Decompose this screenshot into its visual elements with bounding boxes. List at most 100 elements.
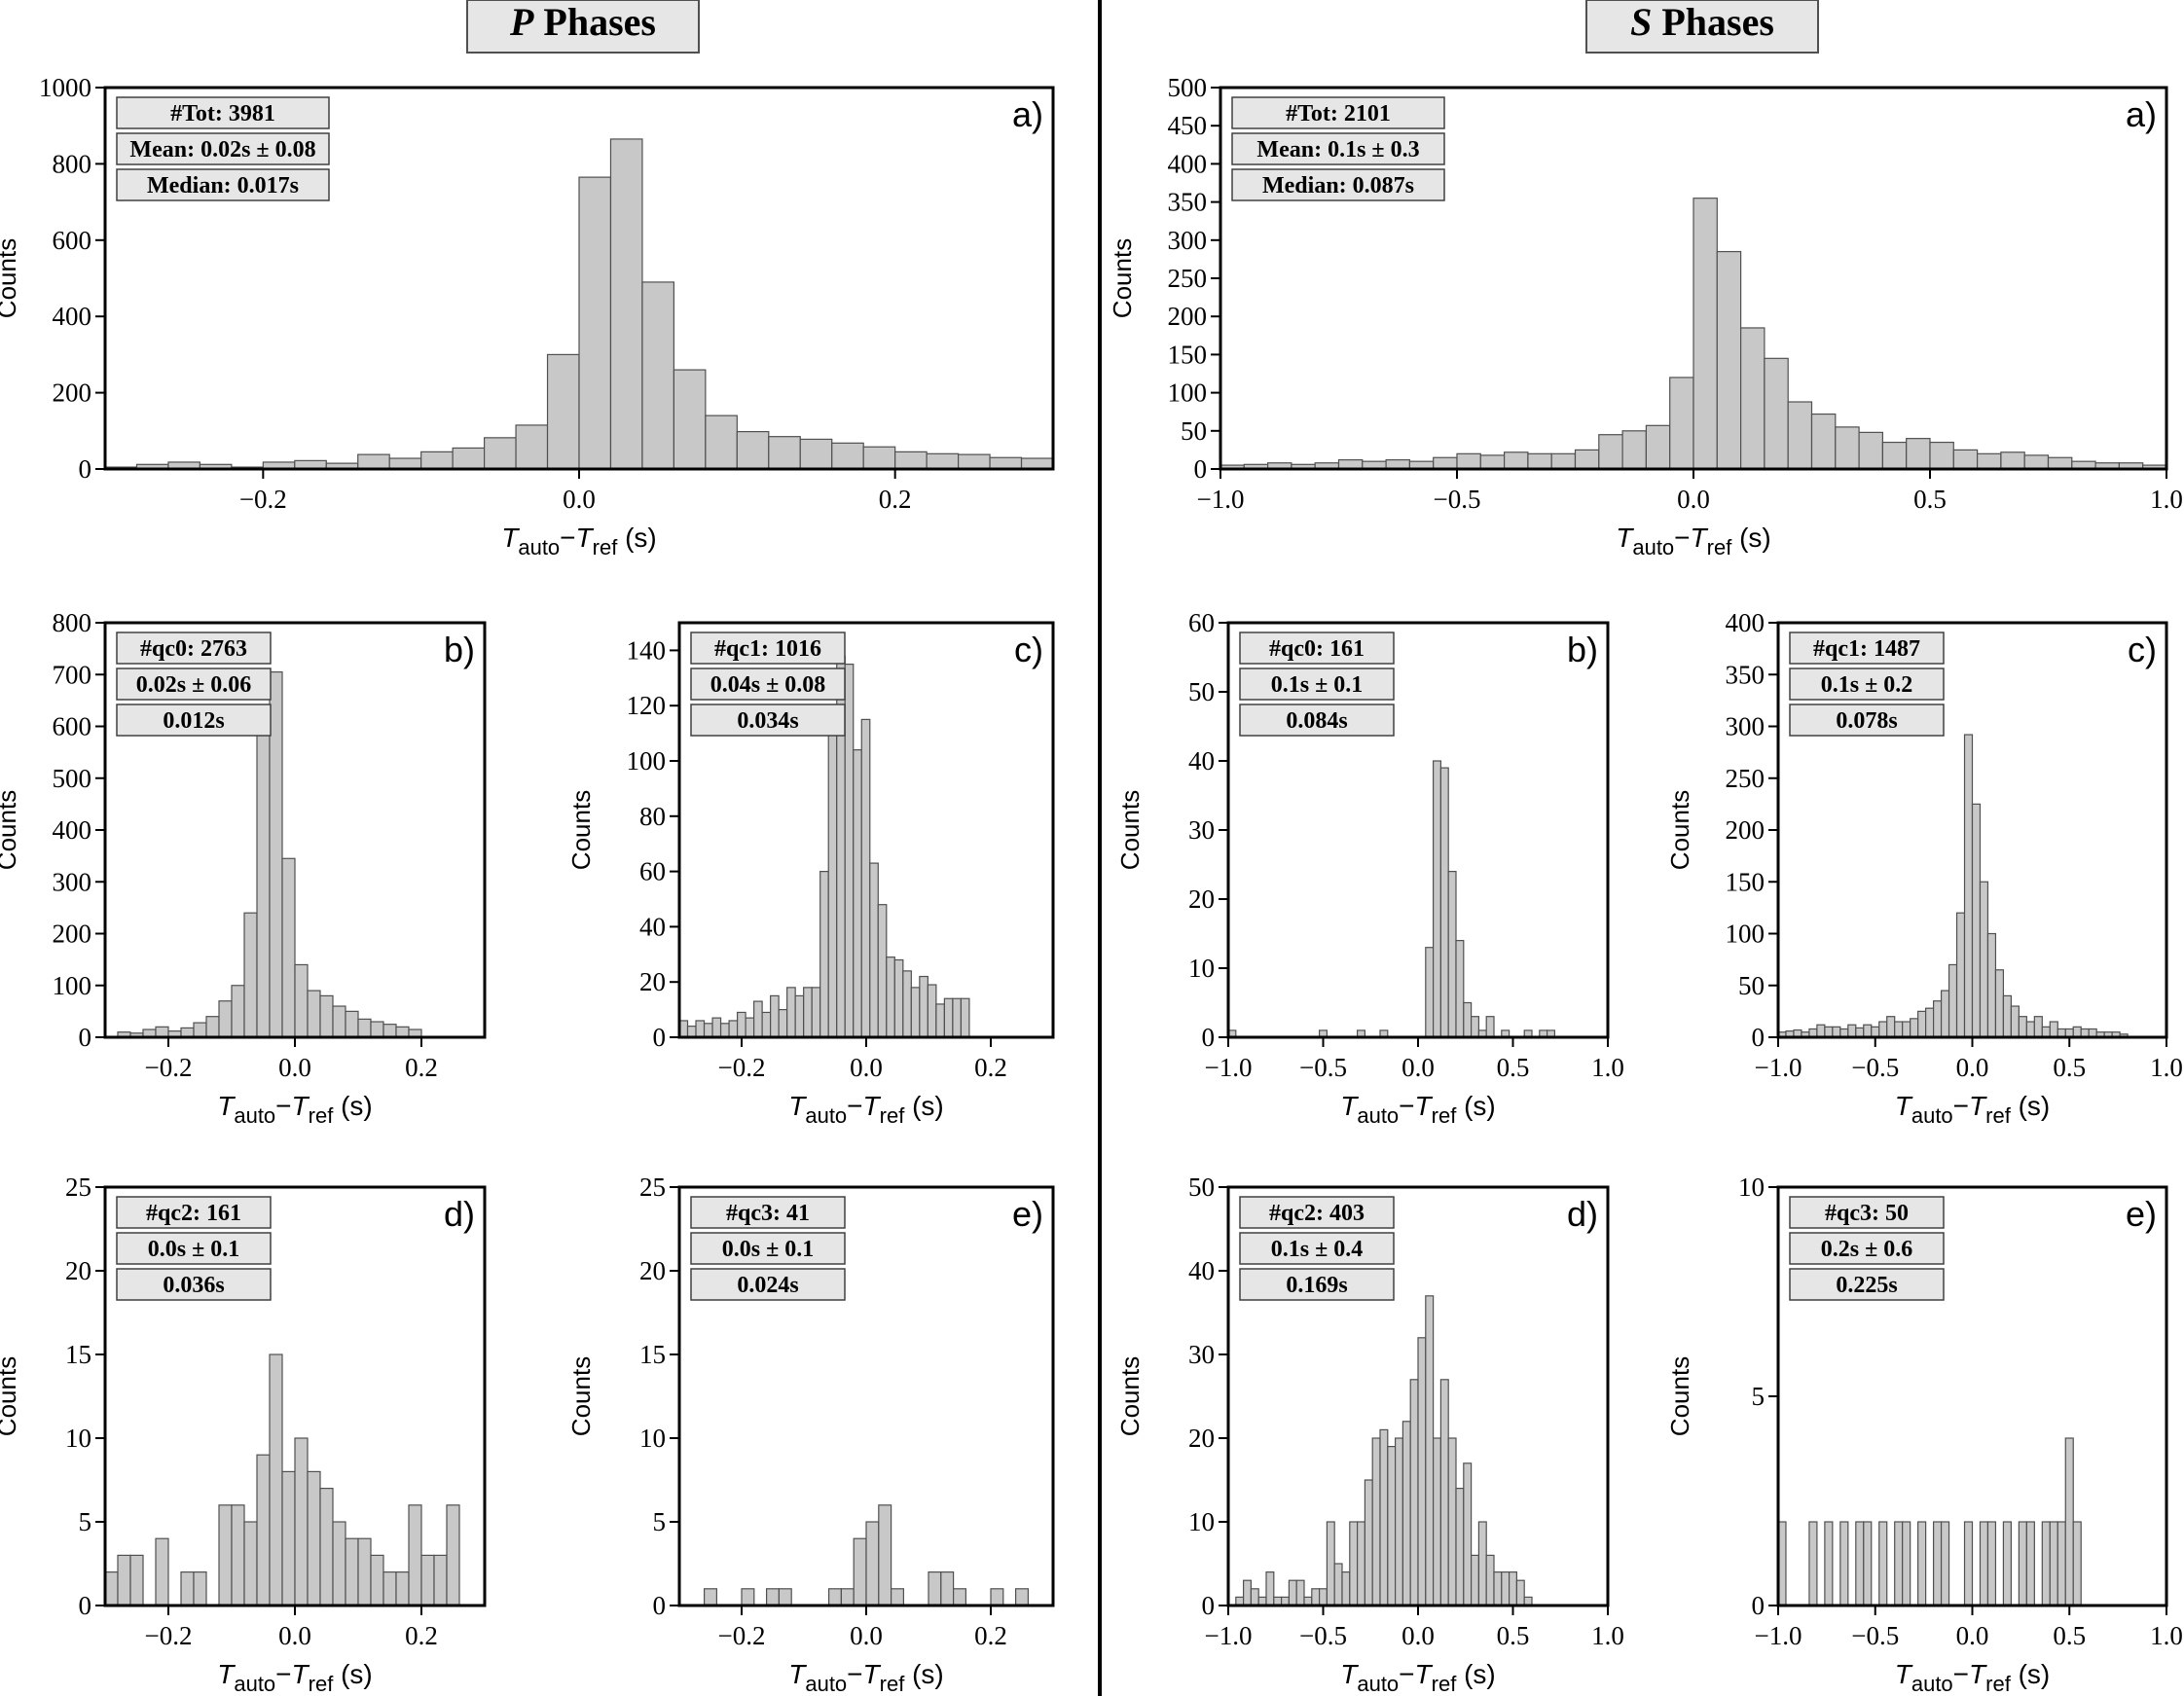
bar xyxy=(877,904,888,1038)
y-tick-label: 300 xyxy=(1726,712,1765,741)
bars xyxy=(703,1504,1029,1606)
stats-box xyxy=(1239,668,1395,701)
bar xyxy=(307,990,321,1038)
bar xyxy=(990,1588,1004,1606)
y-axis-label: Counts xyxy=(1665,790,1694,870)
stats-box xyxy=(1789,704,1945,737)
bar xyxy=(1986,932,1997,1038)
panel-s-e: 0 5 10 −1.0 −0.5 0.0 0.5 1.0 Counts Tauto−Tref (s… xyxy=(1665,1173,2183,1696)
y-tick-label: 250 xyxy=(1168,264,1208,293)
stats-text: 0.1s ± 0.4 xyxy=(1271,1237,1364,1262)
y-axis-label: Counts xyxy=(566,790,596,870)
x-tick-label: 0.2 xyxy=(974,1053,1007,1082)
panel-p-d: 0 5 10 15 20 25 −0.2 0.0 0.2 Counts Tauto−Tref (s)… xyxy=(0,1173,487,1696)
y-tick-label: 60 xyxy=(639,857,666,886)
bar xyxy=(869,862,879,1038)
stats-box xyxy=(116,668,272,701)
bar xyxy=(2049,1021,2058,1038)
panel-label: e) xyxy=(1012,1194,1043,1234)
y-axis-label: Counts xyxy=(0,790,21,870)
bar xyxy=(1979,881,1989,1038)
y-axis-label: Counts xyxy=(1665,1356,1694,1436)
bar xyxy=(1014,1588,1029,1606)
bar xyxy=(1886,1016,1896,1038)
y-tick-label: 200 xyxy=(1726,815,1765,845)
bar xyxy=(256,704,271,1038)
y-tick-label: 450 xyxy=(1168,111,1208,140)
y-tick-label: 40 xyxy=(1188,746,1215,776)
y-tick-label: 300 xyxy=(1168,226,1208,255)
bar xyxy=(1311,1588,1321,1606)
bar xyxy=(865,1521,880,1606)
x-tick-label: 1.0 xyxy=(2150,485,2183,514)
y-axis-label: Counts xyxy=(566,1356,596,1436)
bar xyxy=(957,453,991,470)
bar xyxy=(1894,1021,1904,1038)
bar xyxy=(736,430,770,470)
y-axis-label: Counts xyxy=(0,1356,21,1436)
bar xyxy=(2023,454,2050,470)
stats-text: #Tot: 2101 xyxy=(1286,101,1391,126)
stats-box xyxy=(1231,96,1445,129)
x-tick-label: 1.0 xyxy=(1591,1053,1624,1082)
bar xyxy=(695,1020,706,1038)
bar xyxy=(1947,963,1958,1038)
s-phases-header: S Phases xyxy=(1630,0,1774,44)
bar xyxy=(853,1537,867,1606)
y-tick-label: 800 xyxy=(53,608,92,637)
bar xyxy=(844,663,855,1038)
stats-box xyxy=(1239,704,1395,737)
bar xyxy=(1527,452,1552,470)
bar xyxy=(433,1554,448,1606)
x-axis-label: Tauto−Tref (s) xyxy=(1895,1091,2051,1128)
stats-box xyxy=(1789,631,1945,665)
bar xyxy=(811,987,821,1038)
bar xyxy=(2010,1005,2020,1038)
bar xyxy=(193,1570,207,1606)
bar xyxy=(155,1026,169,1038)
y-tick-label: 600 xyxy=(53,226,92,255)
bars xyxy=(1227,760,1555,1038)
y-tick-label: 5 xyxy=(79,1507,92,1536)
x-tick-label: −1.0 xyxy=(1205,1053,1253,1082)
x-axis-label: Tauto−Tref (s) xyxy=(1895,1659,2051,1696)
stats-text: 0.04s ± 0.08 xyxy=(710,672,826,698)
panel-label: c) xyxy=(2128,630,2157,669)
y-tick-label: 350 xyxy=(1168,188,1208,217)
x-tick-label: 1.0 xyxy=(2150,1621,2183,1650)
panel-label: e) xyxy=(2126,1194,2157,1234)
y-tick-label: 300 xyxy=(53,867,92,896)
stats-box xyxy=(690,704,846,737)
bar xyxy=(803,987,813,1038)
bar xyxy=(926,452,960,470)
bar xyxy=(1976,452,2002,470)
stats-box xyxy=(1239,631,1395,665)
bar xyxy=(2025,1021,2035,1038)
stats-text: 0.1s ± 0.2 xyxy=(1821,672,1913,698)
bar xyxy=(928,1570,942,1606)
y-tick-label: 0 xyxy=(1194,454,1208,484)
stats-box xyxy=(690,1232,846,1265)
y-tick-label: 140 xyxy=(627,635,667,665)
y-tick-label: 10 xyxy=(65,1424,91,1453)
bar xyxy=(294,1437,309,1606)
y-tick-label: 0 xyxy=(79,454,92,484)
bar xyxy=(319,994,334,1038)
bar xyxy=(1447,870,1457,1038)
stats-box xyxy=(116,1232,272,1265)
bar xyxy=(943,997,954,1038)
bar xyxy=(1669,377,1694,470)
y-tick-label: 0 xyxy=(1202,1591,1216,1620)
bar xyxy=(1598,434,1623,470)
bar xyxy=(770,994,780,1038)
bar xyxy=(1433,456,1458,470)
bar xyxy=(231,1504,245,1606)
bar xyxy=(1940,1521,1950,1606)
panel-s-a: 0 50 100 150 200 250 300 350 400 450 500 −1.0 −0.5 0.… xyxy=(1108,73,2183,559)
panel-s-b: 0 10 20 30 40 50 60 −1.0 −0.5 0.0 0.5 1.0 Counts Taut… xyxy=(1115,608,1624,1128)
bar xyxy=(205,1016,220,1038)
bar xyxy=(2072,1026,2082,1038)
bar xyxy=(2047,456,2073,470)
y-tick-label: 20 xyxy=(639,1256,666,1285)
stats-box xyxy=(1239,1268,1395,1301)
